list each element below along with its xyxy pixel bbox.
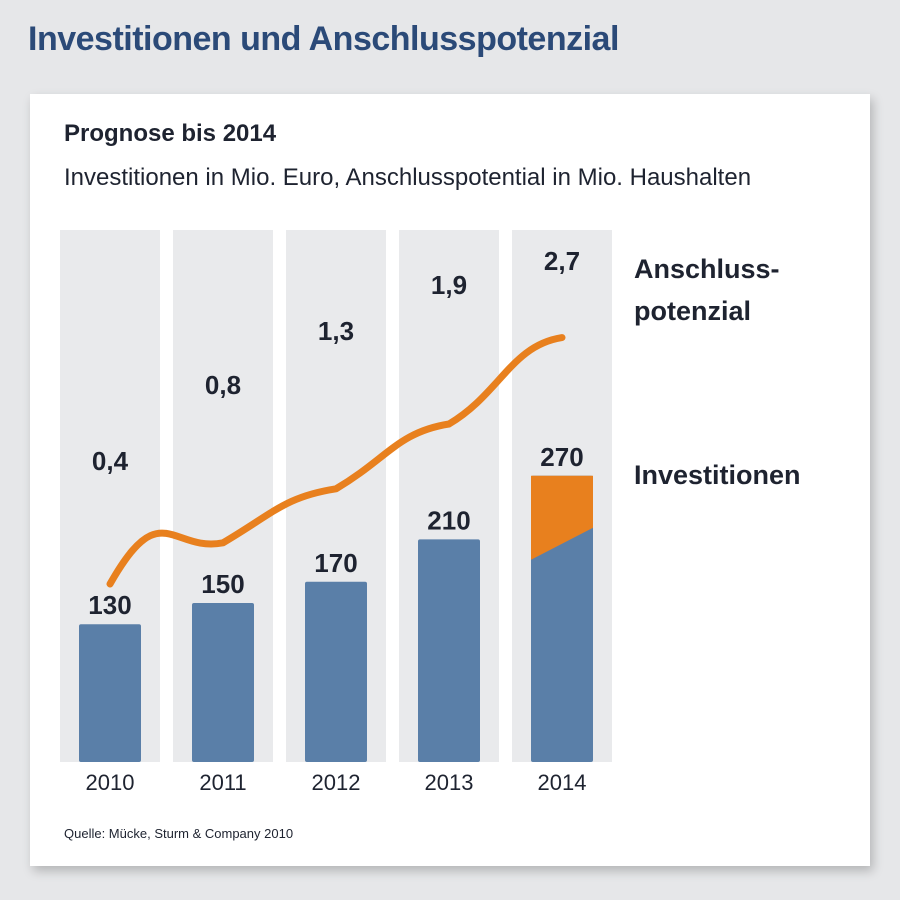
x-tick-label-2013: 2013 — [425, 770, 474, 795]
bar-investitionen-2013 — [418, 539, 480, 762]
legend-line-label-1: Anschluss- — [634, 254, 780, 284]
bar-label-2011: 150 — [201, 569, 244, 599]
x-tick-label-2014: 2014 — [538, 770, 587, 795]
source-note: Quelle: Mücke, Sturm & Company 2010 — [64, 826, 294, 841]
legend-bar-label: Investitionen — [634, 460, 801, 490]
legend-line-label-2: potenzial — [634, 296, 751, 326]
line-label-2012: 1,3 — [318, 316, 354, 346]
chart-title: Prognose bis 2014 — [64, 120, 277, 147]
bar-label-2014: 270 — [540, 442, 583, 472]
chart-card: Prognose bis 2014 Investitionen in Mio. … — [30, 94, 870, 866]
line-label-2013: 1,9 — [431, 270, 467, 300]
page-title: Investitionen und Anschlusspotenzial — [28, 20, 619, 58]
line-anschlusspotenzial — [106, 334, 566, 588]
bar-investitionen-2011 — [192, 603, 254, 762]
line-label-2011: 0,8 — [205, 370, 241, 400]
x-tick-label-2010: 2010 — [86, 770, 135, 795]
bar-investitionen-2010 — [79, 624, 141, 762]
chart-subtitle: Investitionen in Mio. Euro, Anschlusspot… — [64, 164, 752, 191]
bar-label-2012: 170 — [314, 548, 357, 578]
bar-investitionen-2012 — [305, 581, 367, 762]
line-label-2010: 0,4 — [92, 446, 129, 476]
x-tick-label-2012: 2012 — [312, 770, 361, 795]
chart-plot: 130 150 170 210 270 0,4 0,8 1,3 1,9 2,7 2010 2011 20… — [60, 230, 801, 795]
line-label-2014: 2,7 — [544, 246, 580, 276]
bar-label-2010: 130 — [88, 590, 131, 620]
bar-label-2013: 210 — [427, 505, 470, 535]
x-tick-label-2011: 2011 — [199, 770, 246, 795]
bar-highlight-2014 — [531, 475, 593, 560]
